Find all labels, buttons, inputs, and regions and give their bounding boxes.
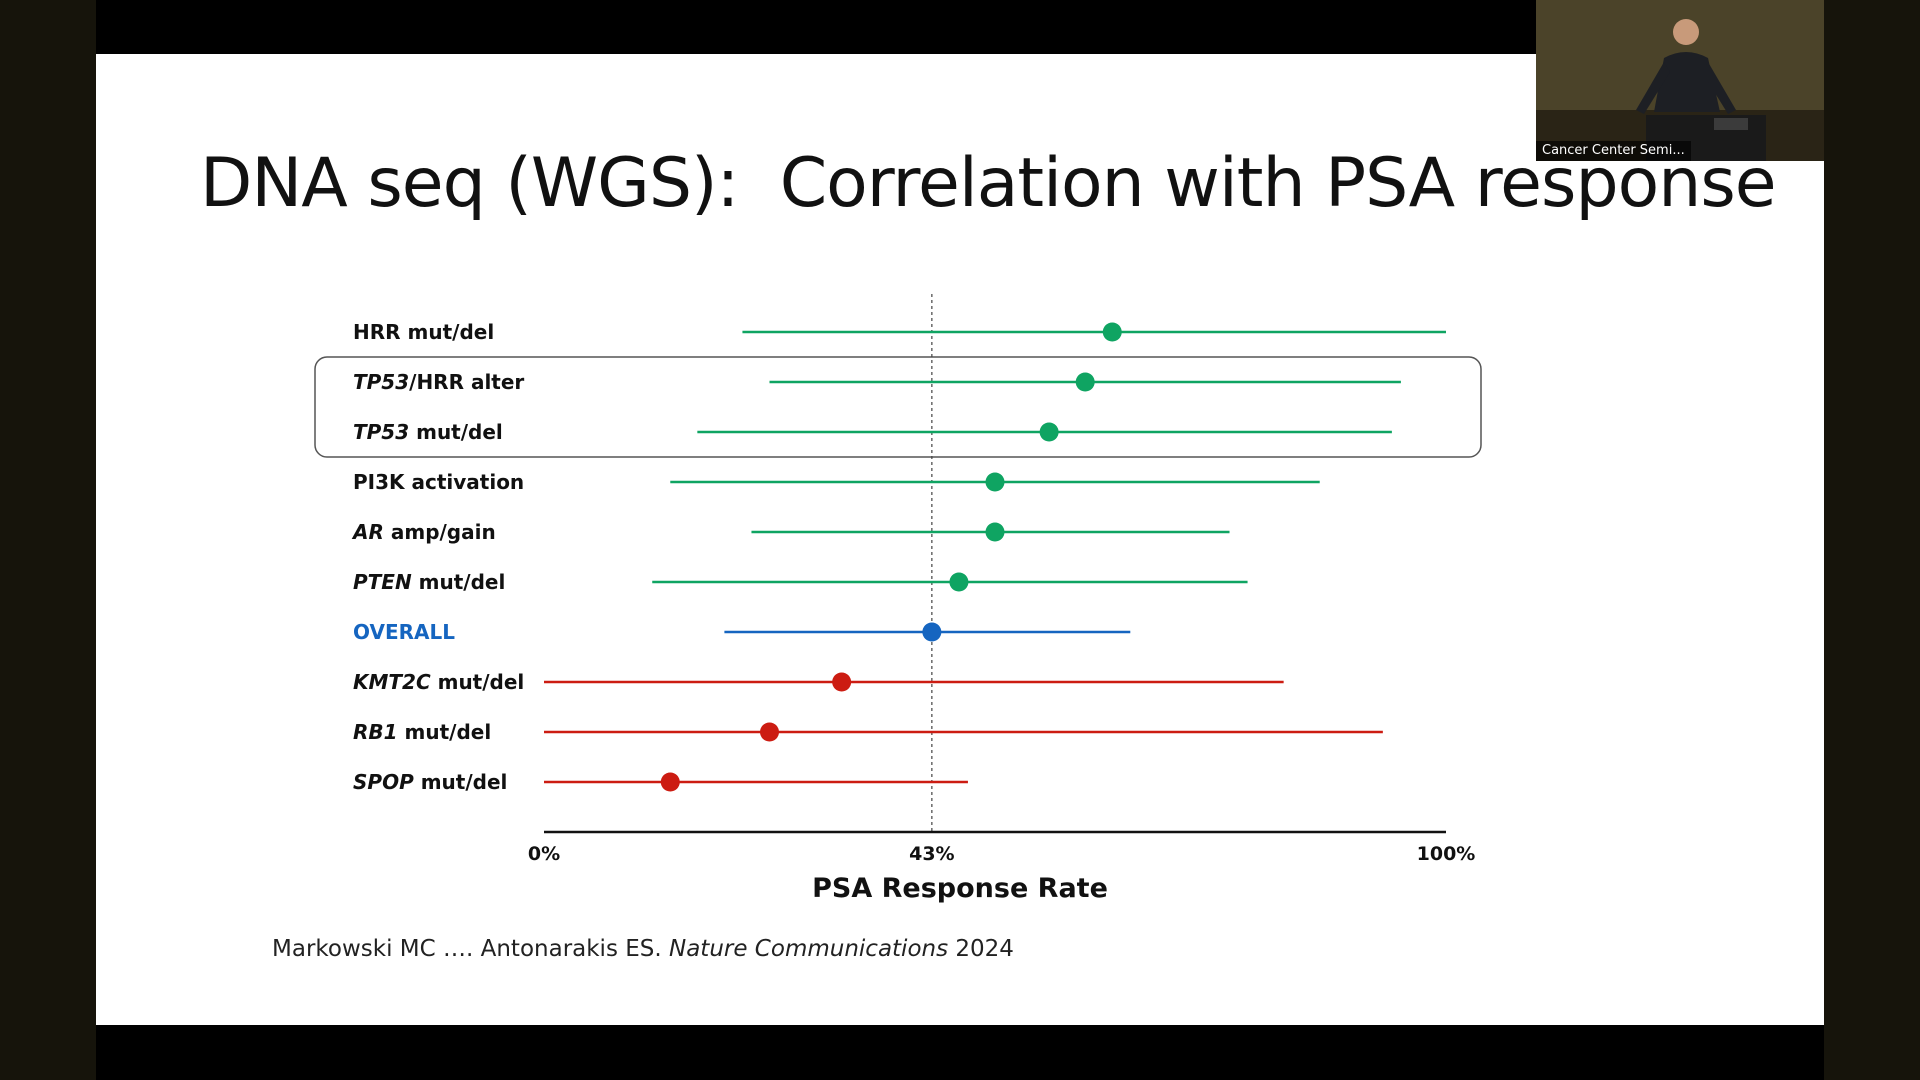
row-label: HRR mut/del [353, 320, 494, 344]
row-label-italic: TP53 [353, 420, 409, 444]
speaker-silhouette [1536, 0, 1824, 161]
x-tick-label: 43% [909, 843, 954, 865]
estimate-point [832, 672, 852, 692]
row-label-text: PI3K activation [353, 470, 524, 494]
x-tick-label: 0% [528, 843, 560, 865]
row-label-text: mut/del [412, 570, 506, 594]
row-label-text: mut/del [414, 770, 508, 794]
row-label: KMT2C mut/del [353, 670, 524, 694]
estimate-point [985, 472, 1005, 492]
row-label-text: mut/del [431, 670, 525, 694]
row-label-text: amp/gain [384, 520, 496, 544]
citation: Markowski MC …. Antonarakis ES. Nature C… [272, 936, 1014, 962]
webcam-label: Cancer Center Semi... [1536, 141, 1691, 161]
row-label: AR amp/gain [351, 520, 496, 544]
left-border [0, 0, 96, 1080]
right-border [1824, 0, 1920, 1080]
row-label-italic: AR [351, 520, 384, 544]
row-label-italic: TP53 [353, 370, 409, 394]
row-label: OVERALL [353, 620, 455, 644]
highlight-box [314, 356, 1482, 458]
row-label-text: mut/del [409, 420, 503, 444]
row-label-italic: SPOP [353, 770, 414, 794]
speaker-webcam: Cancer Center Semi... [1536, 0, 1824, 161]
row-label: TP53/HRR alter [353, 370, 524, 394]
estimate-point [660, 772, 680, 792]
estimate-point [1075, 372, 1095, 392]
row-label: SPOP mut/del [353, 770, 507, 794]
row-label: RB1 mut/del [353, 720, 491, 744]
estimate-point [949, 572, 969, 592]
estimate-point [1039, 422, 1059, 442]
citation-journal: Nature Communications [669, 936, 949, 962]
row-label-italic: PTEN [353, 570, 412, 594]
citation-authors: Markowski MC …. Antonarakis ES. [272, 936, 669, 962]
estimate-point [985, 522, 1005, 542]
estimate-point [1102, 322, 1122, 342]
row-label-text: OVERALL [353, 620, 455, 644]
x-tick-label: 100% [1417, 843, 1476, 865]
citation-year: 2024 [948, 936, 1014, 962]
estimate-point [922, 622, 942, 642]
row-label: TP53 mut/del [353, 420, 503, 444]
estimate-point [760, 722, 779, 742]
row-label-text: HRR mut/del [353, 320, 494, 344]
row-label: PTEN mut/del [353, 570, 505, 594]
row-label: PI3K activation [353, 470, 524, 494]
row-label-text: mut/del [398, 720, 492, 744]
letterbox-bottom [96, 1025, 1824, 1080]
row-label-text: /HRR alter [409, 370, 524, 394]
row-label-italic: KMT2C [353, 670, 431, 694]
presentation-slide: DNA seq (WGS): Correlation with PSA resp… [96, 54, 1824, 1025]
row-label-italic: RB1 [353, 720, 398, 744]
x-axis-title: PSA Response Rate [812, 873, 1108, 904]
